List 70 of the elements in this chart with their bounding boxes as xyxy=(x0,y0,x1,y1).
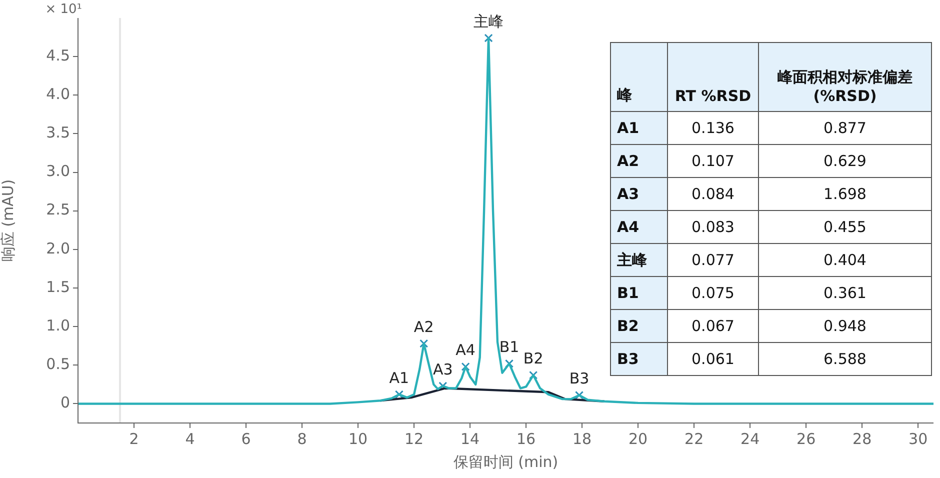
point xyxy=(529,370,538,380)
x-tick-label: 10 xyxy=(348,430,368,448)
data-label: 0.083 xyxy=(668,210,758,244)
data-label: 1.698 xyxy=(758,178,932,210)
y-tick-label: 1.5 xyxy=(46,278,70,296)
y-tick-label: 2.5 xyxy=(46,200,70,219)
x-tick-label: 2 xyxy=(129,430,139,448)
data-label: 0.361 xyxy=(758,276,932,310)
annotation: A1 xyxy=(389,368,410,387)
data-label: 0.877 xyxy=(758,112,932,144)
x-tick-label: 18 xyxy=(572,430,592,448)
y-tick-label: 3.5 xyxy=(46,124,70,142)
x-tick-label: 26 xyxy=(796,430,816,448)
x-tick-label: 16 xyxy=(516,430,536,448)
point xyxy=(420,339,428,348)
annotation: A4 xyxy=(456,341,476,360)
annotation: B1 xyxy=(499,338,520,356)
annotation: B2 xyxy=(523,350,544,368)
y-tick-label: B1 xyxy=(610,276,668,310)
data-label: 0.455 xyxy=(758,210,932,244)
x-tick-label: 峰面积相对标准偏差 (%RSD) xyxy=(758,42,932,112)
x-tick-label: 8 xyxy=(297,430,307,448)
x-tick-label: 20 xyxy=(628,430,648,448)
annotation: A2 xyxy=(414,318,434,336)
data-label: 0.077 xyxy=(668,244,758,276)
x-tick-label: 14 xyxy=(460,430,480,448)
y-tick-label: 4.0 xyxy=(46,85,70,104)
point xyxy=(461,362,470,371)
y-tick-label: 0 xyxy=(60,394,70,412)
data-label: 0.084 xyxy=(668,178,758,210)
y-tick-label: A3 xyxy=(610,178,668,210)
y-tick-label: 主峰 xyxy=(610,244,668,276)
data-label: 0.061 xyxy=(668,342,758,376)
y-tick-label: B3 xyxy=(610,342,668,376)
x-tick-label: 6 xyxy=(241,430,251,448)
annotation: B3 xyxy=(569,370,590,388)
data-label: 0.629 xyxy=(758,144,932,178)
y-tick-label: 4.5 xyxy=(46,46,70,64)
x-axis-title: 保留时间 (min) xyxy=(453,452,558,471)
point xyxy=(504,359,514,368)
annotation: 主峰 xyxy=(474,12,504,30)
data-label: 6.588 xyxy=(758,342,932,376)
y-tick-label: A1 xyxy=(610,112,668,144)
data-label: 0.948 xyxy=(758,310,932,342)
point xyxy=(394,390,404,399)
y-tick-label: B2 xyxy=(610,310,668,342)
text: × 10¹ xyxy=(45,2,82,17)
point xyxy=(574,390,584,400)
data-label: 0.107 xyxy=(668,144,758,178)
data-label: 0.067 xyxy=(668,310,758,342)
data-label: 0.136 xyxy=(668,112,758,144)
y-axis-title: 峰 xyxy=(610,42,668,112)
x-tick-label: 12 xyxy=(404,430,424,448)
data-label: 0.404 xyxy=(758,244,932,276)
x-tick-label: RT %RSD xyxy=(668,42,758,112)
y-tick-label: 1.0 xyxy=(46,316,70,334)
x-tick-label: 28 xyxy=(852,430,872,448)
annotation: A3 xyxy=(432,360,453,378)
x-tick-label: 22 xyxy=(684,430,704,448)
x-tick-label: 30 xyxy=(908,430,928,448)
y-tick-label: A2 xyxy=(610,144,668,178)
y-tick-label: 2.0 xyxy=(46,239,70,258)
point xyxy=(484,34,493,42)
x-tick-label: 4 xyxy=(185,430,195,448)
y-tick-label: 0.5 xyxy=(46,355,70,374)
y-tick-label: 3.0 xyxy=(46,162,70,180)
x-tick-label: 24 xyxy=(740,430,760,448)
y-axis-title: 响应 (mAU) xyxy=(0,179,17,262)
data-label: 0.075 xyxy=(668,276,758,310)
y-tick-label: A4 xyxy=(610,210,668,244)
